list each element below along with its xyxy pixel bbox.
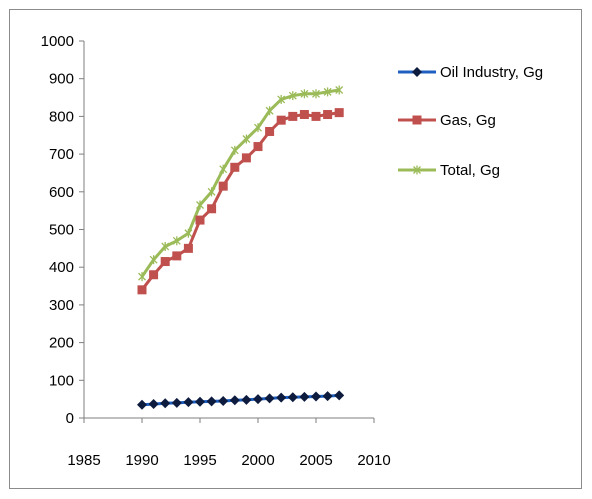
legend-label: Oil Industry, Gg bbox=[440, 64, 543, 81]
data-point bbox=[287, 392, 298, 403]
data-point bbox=[160, 257, 170, 267]
data-point bbox=[265, 126, 275, 136]
legend-item: Gas, Gg bbox=[398, 112, 496, 129]
x-tick-label: 1985 bbox=[67, 452, 100, 469]
series-gas-gg bbox=[137, 108, 344, 295]
data-point bbox=[207, 187, 216, 197]
y-tick-label: 900 bbox=[49, 71, 74, 88]
data-point bbox=[195, 215, 205, 225]
data-point bbox=[299, 110, 309, 120]
data-point bbox=[137, 399, 147, 410]
series-line bbox=[140, 111, 340, 291]
data-point bbox=[171, 397, 182, 408]
data-point bbox=[264, 393, 275, 404]
data-point bbox=[253, 394, 263, 405]
x-tick-label: 2010 bbox=[357, 452, 390, 469]
data-point bbox=[149, 270, 159, 280]
series-line bbox=[141, 393, 340, 407]
data-point bbox=[195, 396, 205, 407]
data-point bbox=[276, 392, 287, 403]
data-point bbox=[288, 91, 297, 101]
series-line bbox=[140, 88, 340, 278]
legend-marker bbox=[412, 115, 422, 125]
y-tick-label: 1000 bbox=[41, 33, 74, 50]
y-tick-label: 300 bbox=[49, 297, 74, 314]
y-tick-label: 700 bbox=[49, 146, 74, 163]
data-point bbox=[334, 108, 344, 118]
data-point bbox=[218, 396, 229, 407]
data-point bbox=[253, 142, 263, 152]
data-point bbox=[218, 181, 228, 191]
y-tick-label: 600 bbox=[49, 184, 74, 201]
data-point bbox=[323, 87, 332, 97]
axes: 0 100 200 300 400 500 600 700 800 900 1000 1985 1990… bbox=[41, 33, 391, 469]
data-point bbox=[230, 162, 240, 172]
y-tick-label: 200 bbox=[49, 335, 74, 352]
data-point bbox=[183, 397, 194, 408]
data-point bbox=[241, 153, 251, 163]
legend-label: Total, Gg bbox=[440, 162, 500, 179]
x-tick-label: 1990 bbox=[125, 452, 158, 469]
data-point bbox=[254, 123, 262, 133]
data-point bbox=[241, 394, 252, 405]
data-point bbox=[206, 396, 217, 407]
x-tick-label: 1995 bbox=[183, 452, 216, 469]
data-point bbox=[299, 391, 310, 402]
data-point bbox=[172, 236, 181, 246]
legend-item: Total, Gg bbox=[398, 162, 500, 179]
data-point bbox=[312, 89, 320, 99]
x-tick-label: 2000 bbox=[241, 452, 274, 469]
data-point bbox=[277, 94, 286, 104]
data-point bbox=[311, 111, 321, 121]
data-point bbox=[207, 204, 217, 214]
data-point bbox=[229, 395, 240, 406]
series-layer bbox=[137, 85, 345, 410]
data-point bbox=[161, 241, 170, 251]
series-total-gg bbox=[138, 85, 344, 282]
data-point bbox=[219, 164, 228, 174]
data-point bbox=[242, 134, 251, 144]
legend-marker bbox=[413, 165, 421, 175]
data-point bbox=[172, 251, 182, 261]
data-point bbox=[335, 85, 344, 95]
legend-item: Oil Industry, Gg bbox=[398, 64, 543, 81]
data-point bbox=[322, 391, 333, 402]
y-tick-label: 100 bbox=[49, 372, 74, 389]
data-point bbox=[323, 110, 333, 120]
y-tick-label: 400 bbox=[49, 259, 74, 276]
data-point bbox=[138, 272, 146, 282]
data-point bbox=[196, 200, 204, 210]
chart-frame bbox=[9, 9, 582, 489]
data-point bbox=[137, 285, 147, 295]
data-point bbox=[300, 89, 309, 99]
data-point bbox=[230, 145, 239, 155]
data-point bbox=[265, 106, 274, 116]
legend-label: Gas, Gg bbox=[440, 112, 496, 129]
y-tick-label: 0 bbox=[66, 410, 74, 427]
legend-marker bbox=[412, 67, 422, 77]
series-oil-industry-gg bbox=[137, 390, 345, 410]
data-point bbox=[160, 398, 171, 409]
data-point bbox=[288, 111, 298, 121]
legend: Oil Industry, Gg Gas, Gg Total, Gg bbox=[398, 64, 543, 179]
data-point bbox=[311, 391, 321, 402]
data-point bbox=[334, 390, 345, 401]
data-point bbox=[148, 399, 159, 410]
x-tick-label: 2005 bbox=[299, 452, 332, 469]
y-tick-label: 800 bbox=[49, 108, 74, 125]
data-point bbox=[184, 228, 193, 238]
data-point bbox=[183, 243, 193, 253]
data-point bbox=[276, 115, 286, 125]
y-tick-label: 500 bbox=[49, 222, 74, 239]
data-point bbox=[149, 255, 158, 265]
